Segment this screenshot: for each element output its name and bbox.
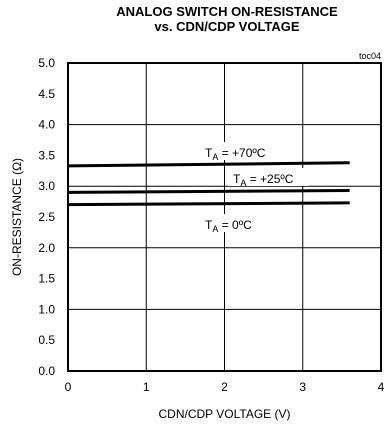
x-tick-label: 3 bbox=[299, 380, 306, 394]
y-tick-label: 0.5 bbox=[38, 333, 55, 347]
grid bbox=[68, 63, 381, 371]
series-label-background bbox=[200, 214, 264, 232]
x-tick-label: 2 bbox=[221, 380, 228, 394]
y-tick-label: 5.0 bbox=[38, 56, 55, 70]
series-lines bbox=[67, 161, 350, 207]
x-axis-label: CDN/CDP VOLTAGE (V) bbox=[158, 407, 290, 421]
y-tick-label: 0.0 bbox=[38, 364, 55, 378]
series-label-background bbox=[228, 168, 308, 186]
y-tick-label: 4.0 bbox=[38, 118, 55, 132]
y-tick-label: 3.0 bbox=[38, 179, 55, 193]
y-tick-label: 1.0 bbox=[38, 302, 55, 316]
x-tick-labels: 0 1 2 3 4 bbox=[65, 380, 385, 394]
y-axis-label: ON-RESISTANCE (Ω) bbox=[10, 158, 24, 276]
series-line-0 bbox=[67, 161, 350, 168]
y-tick-label: 1.5 bbox=[38, 272, 55, 286]
y-tick-label: 2.0 bbox=[38, 241, 55, 255]
y-tick-label: 2.5 bbox=[38, 210, 55, 224]
figure-id-label: toc04 bbox=[359, 51, 381, 61]
series-label-0: TA = +70ºC bbox=[205, 146, 266, 162]
series-label-background bbox=[200, 142, 278, 160]
series-labels: TA = +70ºC TA = +25ºC TA = 0ºC bbox=[200, 142, 308, 234]
y-tick-labels: 0.0 0.5 1.0 1.5 2.0 2.5 3.0 3.5 4.0 4.5 5.0 bbox=[38, 56, 55, 378]
chart-title-line-2: vs. CDN/CDP VOLTAGE bbox=[154, 19, 300, 34]
series-line-2 bbox=[67, 201, 350, 207]
series-label-1: TA = +25ºC bbox=[233, 172, 294, 188]
y-tick-label: 3.5 bbox=[38, 148, 55, 162]
x-tick-label: 0 bbox=[65, 380, 72, 394]
series-label-2: TA = 0ºC bbox=[205, 218, 252, 234]
x-tick-label: 4 bbox=[378, 380, 385, 394]
y-tick-label: 4.5 bbox=[38, 87, 55, 101]
chart-title-line-1: ANALOG SWITCH ON-RESISTANCE bbox=[116, 4, 338, 19]
x-tick-label: 1 bbox=[143, 380, 150, 394]
series-line-1 bbox=[67, 189, 350, 194]
plot-area-frame bbox=[67, 62, 382, 372]
